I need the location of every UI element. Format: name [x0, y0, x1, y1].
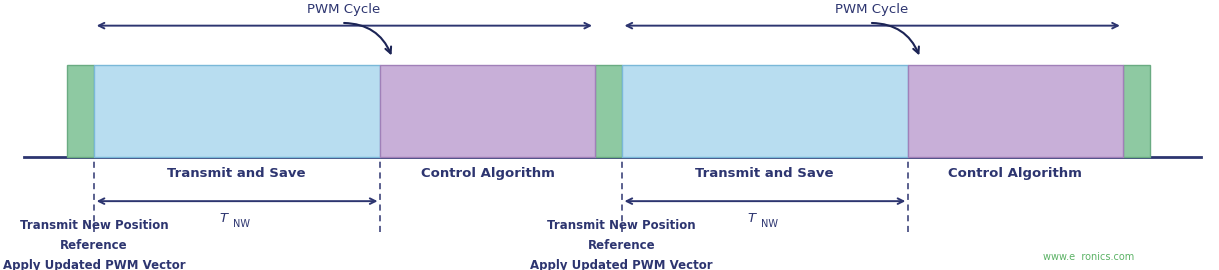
- Bar: [380, 65, 595, 157]
- Text: PWM Cycle: PWM Cycle: [307, 3, 380, 16]
- Text: Control Algorithm: Control Algorithm: [948, 167, 1082, 180]
- Text: Apply Updated PWM Vector: Apply Updated PWM Vector: [2, 259, 185, 270]
- Bar: [94, 65, 380, 157]
- Bar: [67, 65, 94, 157]
- Text: Transmit New Position: Transmit New Position: [20, 219, 168, 232]
- Text: Transmit and Save: Transmit and Save: [695, 167, 834, 180]
- Text: www.e  ronics.com: www.e ronics.com: [1043, 252, 1135, 262]
- Text: Transmit New Position: Transmit New Position: [547, 219, 696, 232]
- Text: $T$: $T$: [219, 212, 230, 225]
- Text: NW: NW: [233, 219, 250, 229]
- Text: Reference: Reference: [588, 239, 656, 252]
- Text: $T$: $T$: [747, 212, 758, 225]
- Bar: [908, 65, 1123, 157]
- Bar: [595, 65, 622, 157]
- Text: Apply Updated PWM Vector: Apply Updated PWM Vector: [530, 259, 713, 270]
- Text: Transmit and Save: Transmit and Save: [167, 167, 306, 180]
- Text: PWM Cycle: PWM Cycle: [835, 3, 908, 16]
- Bar: [622, 65, 908, 157]
- Text: Control Algorithm: Control Algorithm: [421, 167, 555, 180]
- Bar: [1123, 65, 1150, 157]
- Text: NW: NW: [761, 219, 778, 229]
- Text: Reference: Reference: [60, 239, 128, 252]
